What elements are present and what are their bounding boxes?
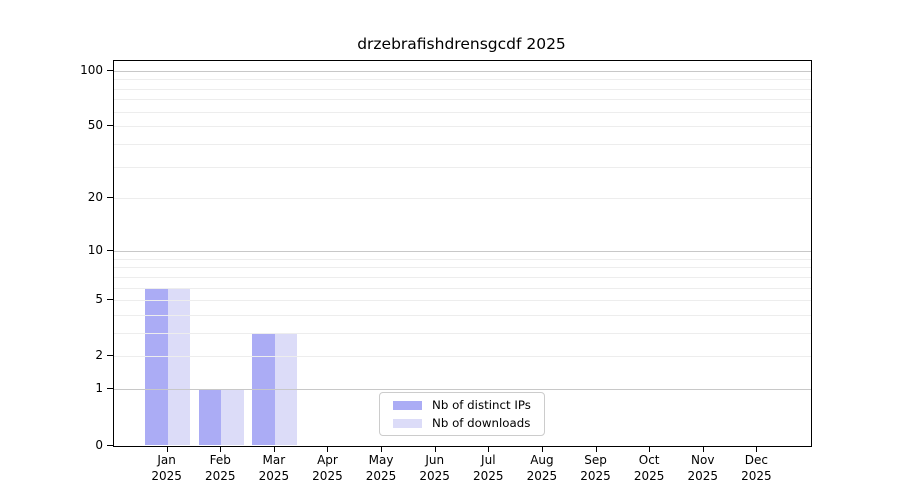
chart-title: drzebrafishdrensgcdf 2025 — [357, 35, 566, 53]
bar-downloads-feb — [221, 389, 244, 446]
gridline-4 — [114, 314, 811, 316]
y-axis-tick — [107, 444, 113, 446]
gridline-90 — [114, 79, 811, 81]
y-tick-label-1: 1 — [95, 381, 103, 396]
x-tick-label-apr: Apr 2025 — [312, 452, 343, 484]
y-axis-tick — [107, 69, 113, 71]
x-tick-label-dec: Dec 2025 — [741, 452, 772, 484]
gridline-6 — [114, 287, 811, 289]
gridline-8 — [114, 267, 811, 269]
y-axis-tick — [107, 249, 113, 251]
x-tick-label-jun: Jun 2025 — [419, 452, 450, 484]
gridline-70 — [114, 99, 811, 101]
x-tick-label-sep: Sep 2025 — [580, 452, 611, 484]
legend-label: Nb of downloads — [432, 416, 531, 430]
y-tick-label-2: 2 — [95, 348, 103, 363]
y-axis-tick — [107, 197, 113, 199]
x-axis-tick — [702, 445, 704, 452]
y-axis-tick — [107, 388, 113, 390]
x-tick-label-jul: Jul 2025 — [473, 452, 504, 484]
y-tick-label-20: 20 — [87, 190, 103, 205]
plot-area — [113, 60, 812, 447]
x-axis-tick — [327, 445, 329, 452]
bar-distinct-ips-jan — [145, 287, 168, 446]
x-tick-label-feb: Feb 2025 — [204, 452, 236, 484]
x-axis-tick — [381, 445, 383, 452]
y-axis-tick — [107, 125, 113, 127]
gridlines-layer — [114, 61, 811, 446]
gridline-30 — [114, 166, 811, 168]
legend-item: Nb of downloads — [388, 416, 536, 430]
x-axis-tick — [649, 445, 651, 452]
gridline-10 — [114, 250, 811, 252]
y-tick-label-10: 10 — [87, 242, 103, 257]
legend-label: Nb of distinct IPs — [432, 398, 531, 412]
gridline-9 — [114, 258, 811, 260]
x-tick-label-jan: Jan 2025 — [151, 452, 182, 484]
y-axis-tick — [107, 299, 113, 301]
x-axis-tick — [756, 445, 758, 452]
legend: Nb of distinct IPs Nb of downloads — [379, 392, 545, 436]
x-tick-label-aug: Aug 2025 — [526, 452, 558, 484]
bar-downloads-jan — [167, 287, 191, 446]
y-tick-label-100: 100 — [80, 62, 103, 77]
gridline-80 — [114, 88, 811, 90]
legend-swatch — [393, 400, 422, 410]
x-axis-tick — [541, 445, 543, 452]
x-axis-tick — [273, 445, 275, 452]
gridline-3 — [114, 332, 811, 334]
x-tick-label-may: May 2025 — [365, 452, 397, 484]
bar-distinct-ips-feb — [198, 389, 222, 446]
y-tick-label-50: 50 — [87, 118, 103, 133]
gridline-60 — [114, 111, 811, 113]
gridline-7 — [114, 276, 811, 278]
x-axis-tick — [434, 445, 436, 452]
legend-item: Nb of distinct IPs — [388, 398, 536, 412]
legend-swatch — [393, 418, 422, 428]
x-tick-label-nov: Nov 2025 — [687, 452, 719, 484]
x-tick-label-mar: Mar 2025 — [258, 452, 290, 484]
x-tick-label-oct: Oct 2025 — [633, 452, 665, 484]
y-tick-label-5: 5 — [95, 292, 103, 307]
gridline-40 — [114, 144, 811, 146]
gridline-20 — [114, 198, 811, 200]
gridline-1 — [114, 389, 811, 391]
x-axis-tick — [488, 445, 490, 452]
y-tick-label-0: 0 — [95, 437, 103, 452]
x-axis-tick — [595, 445, 597, 452]
x-axis-tick — [220, 445, 222, 452]
gridline-2 — [114, 356, 811, 358]
y-axis-tick — [107, 355, 113, 357]
gridline-5 — [114, 300, 811, 302]
gridline-50 — [114, 126, 811, 128]
gridline-100 — [114, 70, 811, 72]
x-axis-tick — [166, 445, 168, 452]
